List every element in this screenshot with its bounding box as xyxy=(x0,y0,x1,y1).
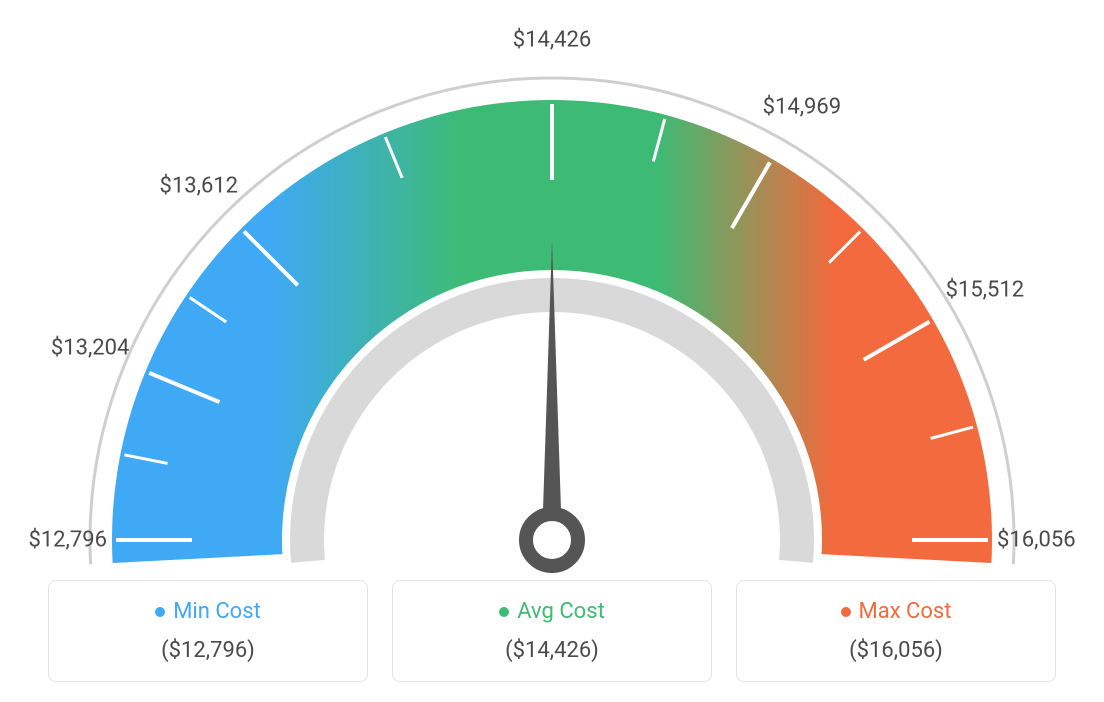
legend-value: ($16,056) xyxy=(761,638,1031,663)
tick-label: $13,612 xyxy=(160,174,239,199)
legend-row: Min Cost ($12,796) Avg Cost ($14,426) Ma… xyxy=(20,580,1084,682)
legend-title-line: Avg Cost xyxy=(417,599,687,624)
tick-label: $14,969 xyxy=(763,94,842,119)
legend-value: ($12,796) xyxy=(73,638,343,663)
gauge-svg xyxy=(20,20,1084,580)
legend-title: Avg Cost xyxy=(517,599,605,624)
tick-label: $16,056 xyxy=(997,528,1076,553)
needle-hub xyxy=(526,514,578,566)
legend-title-line: Min Cost xyxy=(73,599,343,624)
dot-icon xyxy=(499,607,509,617)
legend-title-line: Max Cost xyxy=(761,599,1031,624)
legend-title: Max Cost xyxy=(859,599,952,624)
legend-title: Min Cost xyxy=(173,599,261,624)
legend-card-avg: Avg Cost ($14,426) xyxy=(392,580,712,682)
tick-label: $15,512 xyxy=(946,277,1025,302)
legend-card-max: Max Cost ($16,056) xyxy=(736,580,1056,682)
tick-label: $12,796 xyxy=(28,528,107,553)
dot-icon xyxy=(841,607,851,617)
gauge-area: $12,796 $13,204 $13,612 $14,426 $14,969 $15,5… xyxy=(20,20,1084,580)
legend-value: ($14,426) xyxy=(417,638,687,663)
tick-label: $13,204 xyxy=(51,336,130,361)
legend-card-min: Min Cost ($12,796) xyxy=(48,580,368,682)
cost-gauge-chart: $12,796 $13,204 $13,612 $14,426 $14,969 $15,5… xyxy=(20,20,1084,682)
dot-icon xyxy=(155,607,165,617)
tick-label: $14,426 xyxy=(513,28,592,53)
